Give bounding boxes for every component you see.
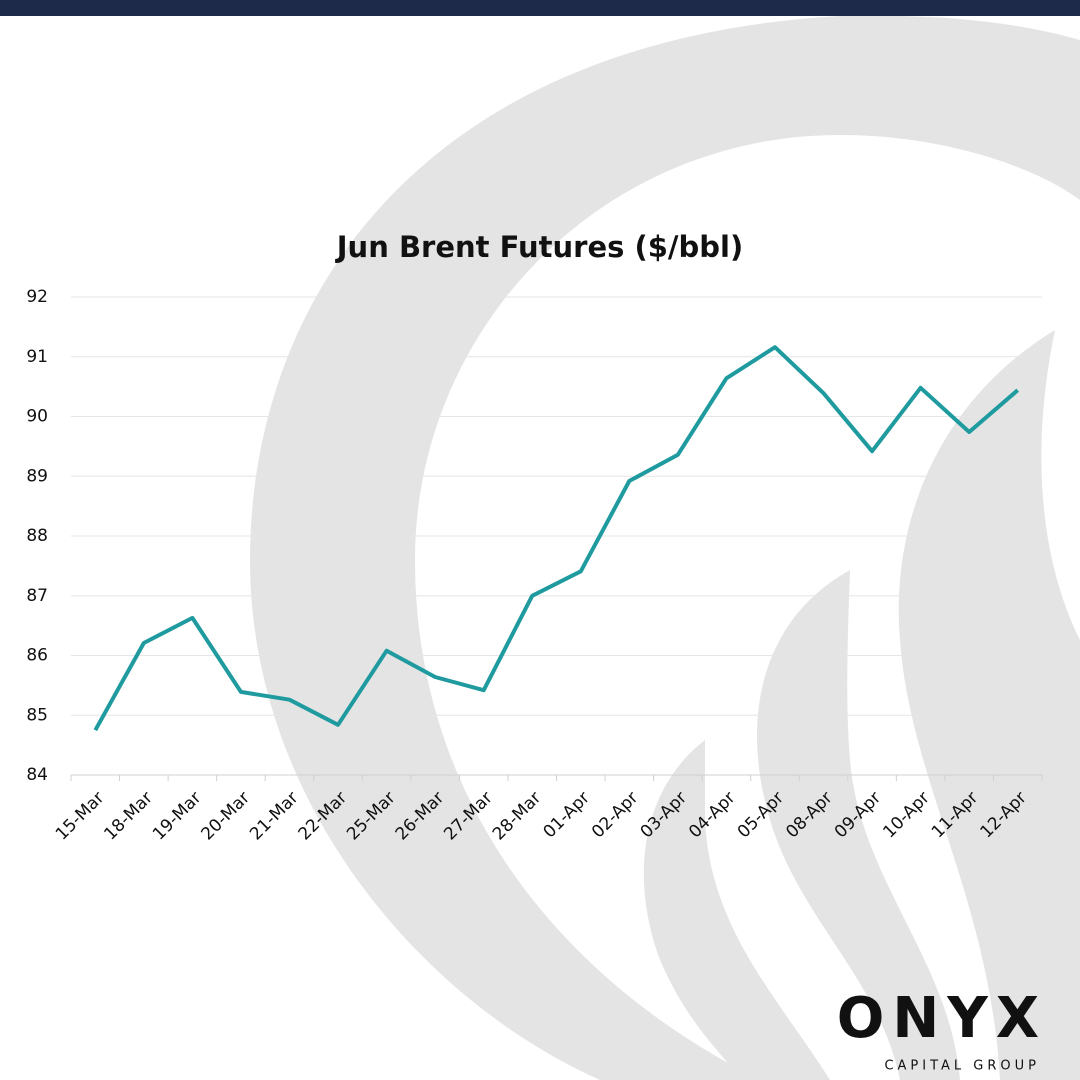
- y-tick-label: 91: [26, 347, 48, 367]
- line-series: [93, 345, 1020, 732]
- y-tick-label: 90: [26, 407, 48, 427]
- y-tick-label: 92: [26, 287, 48, 307]
- y-tick-label: 88: [26, 526, 48, 546]
- y-tick-label: 85: [26, 705, 48, 725]
- y-tick-label: 89: [26, 466, 48, 486]
- chart-title: Jun Brent Futures ($/bbl): [335, 230, 743, 264]
- logo-subtitle: CAPITAL GROUP: [884, 1059, 1040, 1074]
- logo-name: ONYX: [837, 986, 1047, 1051]
- watermark: [250, 15, 1080, 1080]
- top-bar: [0, 0, 1080, 16]
- y-tick-label: 84: [26, 765, 48, 785]
- y-tick-label: 87: [26, 586, 48, 606]
- y-tick-label: 86: [26, 646, 48, 666]
